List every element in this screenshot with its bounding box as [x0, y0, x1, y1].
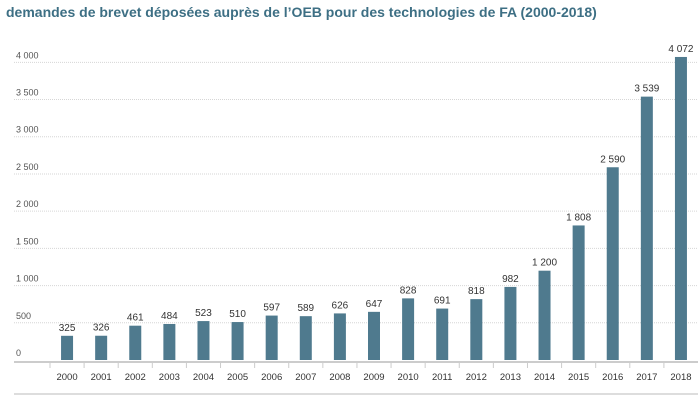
- data-label-2008: 626: [332, 300, 349, 311]
- data-labels: 325 326 461 484 523 510 597 589 626 647 828 691 818 9…: [59, 44, 694, 334]
- y-tick-label: 3 000: [16, 125, 39, 135]
- bars: [61, 56, 687, 361]
- x-tick-labels: 2000 2001 2002 2003 2004 2005 2006 2007 2008 2009…: [49, 362, 692, 383]
- bar-2007: [299, 316, 312, 360]
- x-tick-label-2012: 2012: [466, 372, 487, 383]
- data-label-2000: 325: [59, 323, 76, 334]
- chart-title: demandes de brevet déposées auprès de l’…: [6, 4, 597, 20]
- bar-2014: [538, 270, 551, 360]
- x-tick-label-2000: 2000: [56, 372, 77, 383]
- x-tick-label-2002: 2002: [125, 372, 146, 383]
- y-tick-label: 2 000: [16, 199, 39, 209]
- x-tick-label-2013: 2013: [500, 372, 521, 383]
- y-tick-label: 1 500: [16, 236, 39, 246]
- y-tick-label: 0: [16, 348, 21, 358]
- gridlines: [14, 61, 698, 395]
- x-tick-label-2009: 2009: [363, 372, 384, 383]
- bar-2009: [368, 311, 380, 360]
- bar-2015: [572, 225, 585, 360]
- data-label-2011: 691: [434, 296, 451, 307]
- y-tick-label: 3 500: [16, 88, 39, 98]
- bar-2006: [265, 315, 278, 360]
- data-label-2005: 510: [229, 309, 246, 320]
- bar-2018: [674, 56, 687, 361]
- x-tick-label-2001: 2001: [91, 372, 112, 383]
- bar-2005: [231, 322, 244, 360]
- data-label-2013: 982: [502, 274, 519, 285]
- bar-2013: [504, 286, 517, 360]
- bar-2012: [470, 299, 483, 360]
- x-tick-label-2011: 2011: [432, 372, 452, 383]
- x-tick-label-2015: 2015: [568, 372, 589, 383]
- data-label-2003: 484: [161, 311, 178, 322]
- x-tick-label-2010: 2010: [398, 372, 419, 383]
- y-tick-label: 500: [16, 311, 31, 321]
- data-label-2002: 461: [127, 313, 144, 324]
- data-label-2010: 828: [400, 285, 417, 296]
- data-label-2017: 3 539: [634, 84, 659, 95]
- x-tick-label-2005: 2005: [227, 372, 248, 383]
- data-label-2015: 1 808: [566, 212, 591, 223]
- bar-2016: [606, 167, 619, 360]
- bar-2011: [436, 308, 449, 360]
- x-tick-label-2016: 2016: [602, 372, 623, 383]
- data-label-2009: 647: [366, 299, 383, 310]
- data-label-2014: 1 200: [532, 258, 557, 269]
- x-tick-label-2014: 2014: [534, 372, 555, 383]
- bar-2000: [61, 335, 74, 360]
- data-label-2006: 597: [263, 303, 280, 314]
- x-tick-label-2006: 2006: [261, 372, 282, 383]
- bar-2004: [197, 321, 210, 360]
- x-tick-label-2003: 2003: [159, 372, 180, 383]
- x-tick-label-2004: 2004: [193, 372, 214, 383]
- data-label-2007: 589: [297, 303, 314, 314]
- bar-2008: [333, 313, 346, 360]
- y-tick-label: 2 500: [16, 162, 39, 172]
- y-tick-label: 1 000: [16, 274, 39, 284]
- bar-2003: [163, 323, 176, 360]
- data-label-2016: 2 590: [600, 154, 625, 165]
- data-label-2012: 818: [468, 286, 485, 297]
- x-tick-label-2017: 2017: [636, 372, 657, 383]
- x-tick-label-2018: 2018: [670, 372, 691, 383]
- data-label-2018: 4 072: [668, 44, 693, 55]
- y-tick-label: 4 000: [16, 50, 39, 60]
- data-label-2004: 523: [195, 308, 212, 319]
- x-tick-label-2007: 2007: [295, 372, 316, 383]
- y-tick-labels: 0 500 1 000 1 500 2 000 2 500 3 000 3 500 4 000: [16, 50, 39, 358]
- bar-2017: [640, 96, 653, 360]
- bar-2002: [129, 325, 142, 360]
- x-tick-label-2008: 2008: [329, 372, 350, 383]
- bar-2010: [402, 298, 415, 360]
- data-label-2001: 326: [93, 323, 110, 334]
- bar-2001: [95, 335, 108, 360]
